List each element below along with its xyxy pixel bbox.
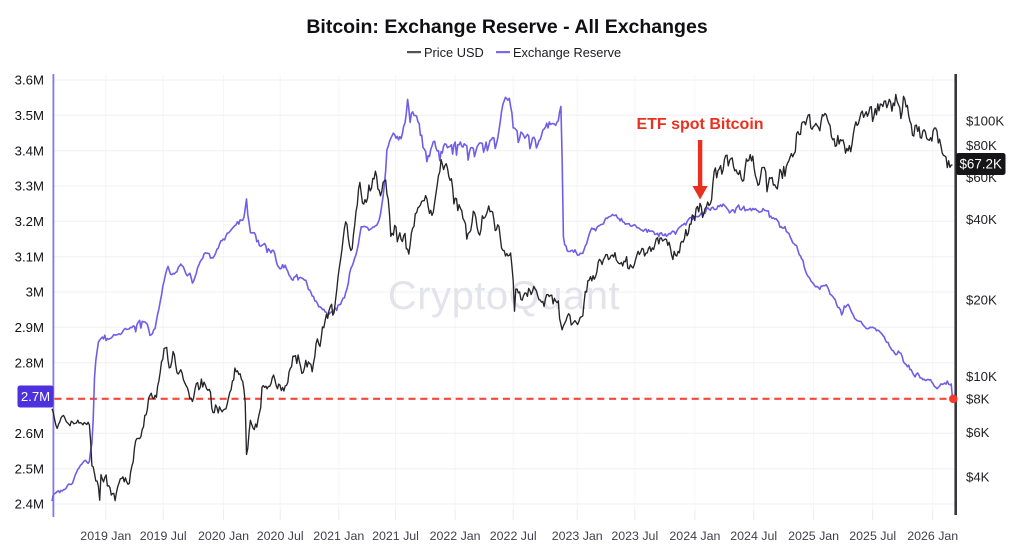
svg-text:3.4M: 3.4M	[15, 143, 44, 158]
svg-text:2.6M: 2.6M	[15, 426, 44, 441]
svg-text:$4K: $4K	[966, 470, 990, 485]
svg-text:3.2M: 3.2M	[15, 214, 44, 229]
svg-text:2020 Jan: 2020 Jan	[198, 529, 249, 543]
svg-text:CryptoQuant: CryptoQuant	[388, 274, 620, 318]
svg-text:2025 Jan: 2025 Jan	[788, 529, 839, 543]
svg-text:Price USD: Price USD	[424, 45, 484, 60]
svg-text:$20K: $20K	[966, 293, 997, 308]
svg-text:$6K: $6K	[966, 425, 990, 440]
svg-text:Bitcoin: Exchange Reserve - Al: Bitcoin: Exchange Reserve - All Exchange…	[306, 16, 707, 38]
svg-text:2.4M: 2.4M	[15, 497, 44, 512]
svg-text:3M: 3M	[26, 285, 44, 300]
svg-text:2020 Jul: 2020 Jul	[257, 529, 304, 543]
svg-text:2023 Jul: 2023 Jul	[611, 529, 658, 543]
svg-text:$80K: $80K	[966, 138, 997, 153]
svg-text:3.5M: 3.5M	[15, 108, 44, 123]
svg-text:2025 Jul: 2025 Jul	[849, 529, 896, 543]
svg-text:ETF spot Bitcoin: ETF spot Bitcoin	[636, 116, 763, 133]
svg-text:2021 Jul: 2021 Jul	[372, 529, 419, 543]
svg-text:2024 Jan: 2024 Jan	[669, 529, 720, 543]
svg-text:2021 Jan: 2021 Jan	[313, 529, 364, 543]
svg-text:2.9M: 2.9M	[15, 320, 44, 335]
svg-text:$8K: $8K	[966, 391, 990, 406]
svg-text:2022 Jul: 2022 Jul	[490, 529, 537, 543]
svg-text:2.8M: 2.8M	[15, 355, 44, 370]
svg-text:2026 Jan: 2026 Jan	[907, 529, 958, 543]
svg-text:2019 Jul: 2019 Jul	[140, 529, 187, 543]
svg-text:2.5M: 2.5M	[15, 461, 44, 476]
svg-text:3.6M: 3.6M	[15, 73, 44, 88]
svg-text:2023 Jan: 2023 Jan	[552, 529, 603, 543]
svg-text:2019 Jan: 2019 Jan	[80, 529, 131, 543]
svg-text:$100K: $100K	[966, 114, 1004, 129]
svg-text:Exchange Reserve: Exchange Reserve	[513, 45, 621, 60]
svg-text:2022 Jan: 2022 Jan	[430, 529, 481, 543]
svg-text:$67.2K: $67.2K	[959, 157, 1002, 172]
svg-text:3.3M: 3.3M	[15, 179, 44, 194]
svg-text:2024 Jul: 2024 Jul	[730, 529, 777, 543]
svg-text:2.7M: 2.7M	[21, 389, 50, 404]
svg-text:$10K: $10K	[966, 369, 997, 384]
svg-text:$40K: $40K	[966, 212, 997, 227]
svg-text:3.1M: 3.1M	[15, 249, 44, 264]
